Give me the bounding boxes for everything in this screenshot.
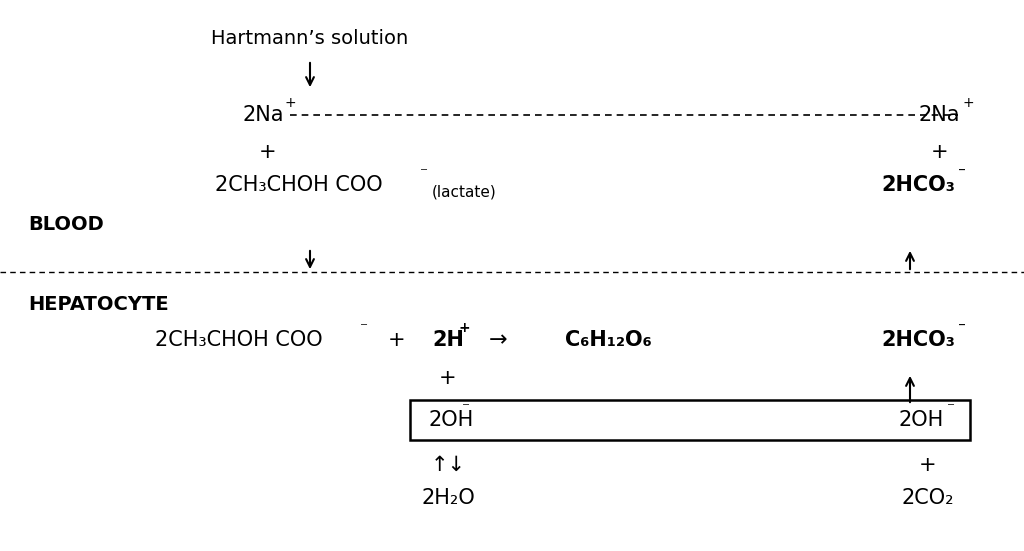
Text: →: → bbox=[488, 330, 507, 350]
Text: +: + bbox=[459, 321, 471, 335]
Text: ⁻: ⁻ bbox=[462, 401, 470, 415]
Text: ↑↓: ↑↓ bbox=[430, 455, 466, 475]
Text: +: + bbox=[931, 142, 949, 162]
Text: 2H₂O: 2H₂O bbox=[421, 488, 475, 508]
Text: +: + bbox=[284, 96, 296, 110]
Text: 2CH₃CHOH COO: 2CH₃CHOH COO bbox=[155, 330, 323, 350]
Text: 2OH: 2OH bbox=[428, 410, 473, 430]
Bar bbox=[410, 400, 970, 440]
Text: +: + bbox=[920, 455, 937, 475]
Text: 2CH₃CHOH COO: 2CH₃CHOH COO bbox=[215, 175, 383, 195]
Text: ⁻: ⁻ bbox=[958, 321, 966, 336]
Text: HEPATOCYTE: HEPATOCYTE bbox=[28, 295, 169, 315]
Text: +: + bbox=[259, 142, 276, 162]
Text: BLOOD: BLOOD bbox=[28, 215, 103, 235]
Text: 2HCO₃: 2HCO₃ bbox=[881, 330, 955, 350]
Text: C₆H₁₂O₆: C₆H₁₂O₆ bbox=[565, 330, 651, 350]
Text: 2Na: 2Na bbox=[243, 105, 285, 125]
Text: ⁻: ⁻ bbox=[958, 165, 966, 181]
Text: (lactate): (lactate) bbox=[432, 185, 497, 199]
Text: Hartmann’s solution: Hartmann’s solution bbox=[211, 29, 409, 47]
Text: +: + bbox=[439, 368, 457, 388]
Text: 2H: 2H bbox=[432, 330, 464, 350]
Text: +: + bbox=[963, 96, 975, 110]
Text: 2HCO₃: 2HCO₃ bbox=[881, 175, 955, 195]
Text: ⁻: ⁻ bbox=[947, 401, 955, 415]
Text: 2OH: 2OH bbox=[899, 410, 944, 430]
Text: +: + bbox=[388, 330, 406, 350]
Text: 2Na: 2Na bbox=[919, 105, 961, 125]
Text: ⁻: ⁻ bbox=[420, 165, 428, 181]
Text: 2CO₂: 2CO₂ bbox=[902, 488, 954, 508]
Text: ⁻: ⁻ bbox=[360, 321, 368, 336]
